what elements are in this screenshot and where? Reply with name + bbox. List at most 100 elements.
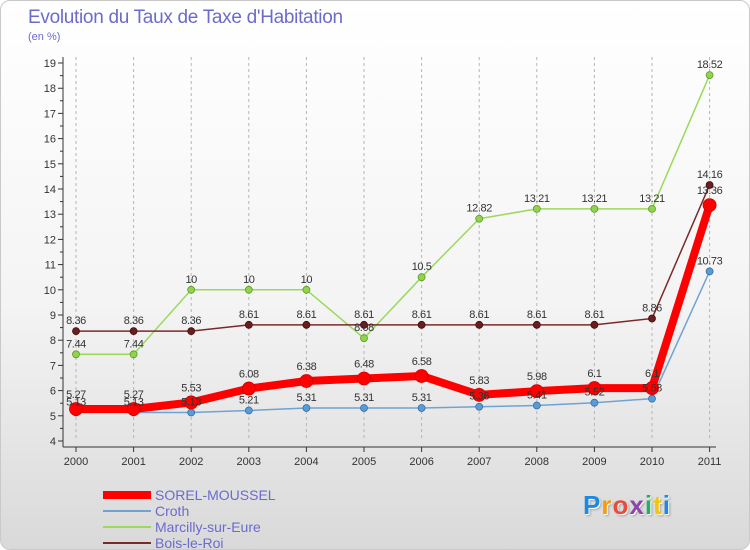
point-marcilly-sur-eure-2008 <box>532 205 541 213</box>
data-label-croth-2002: 5.13 <box>181 397 201 409</box>
point-bois-le-roi-2004 <box>302 320 311 329</box>
data-label-croth-2000: 5.13 <box>66 397 86 409</box>
x-tick-label-2010: 2010 <box>640 456 664 468</box>
proxiti-logo: Proxiti <box>583 490 671 521</box>
data-label-bois-le-roi-2008: 8.61 <box>527 309 547 321</box>
chart-unit: (en %) <box>28 31 61 43</box>
logo-letter: P <box>583 490 602 520</box>
data-label-sorel-moussel-2008: 5.98 <box>527 371 547 383</box>
x-tick-label-2009: 2009 <box>582 456 606 468</box>
data-label-sorel-moussel-2006: 6.58 <box>412 356 432 368</box>
data-label-sorel-moussel-2004: 6.38 <box>296 361 316 373</box>
y-tick-label-8: 8 <box>50 335 56 347</box>
point-croth-2010 <box>648 394 656 403</box>
data-label-sorel-moussel-2009: 6.1 <box>587 368 601 380</box>
point-sorel-moussel-2002 <box>184 395 199 410</box>
point-sorel-moussel-2004 <box>299 374 314 388</box>
x-tick-label-2002: 2002 <box>179 456 203 468</box>
data-label-marcilly-sur-eure-2004: 10 <box>301 274 313 286</box>
legend-swatch-croth <box>103 510 151 512</box>
legend-swatch-marcilly-sur-eure <box>103 526 151 528</box>
data-label-bois-le-roi-2001: 8.36 <box>124 315 144 327</box>
data-label-bois-le-roi-2003: 8.61 <box>239 309 259 321</box>
data-label-sorel-moussel-2011: 13.36 <box>697 185 723 197</box>
point-marcilly-sur-eure-2006 <box>417 273 426 282</box>
chart-title: Evolution du Taux de Taxe d'Habitation <box>28 7 343 28</box>
legend-label-marcilly-sur-eure: Marcilly-sur-Eure <box>155 519 261 535</box>
data-label-marcilly-sur-eure-2006: 10.5 <box>412 261 432 273</box>
y-tick-label-18: 18 <box>44 83 56 95</box>
data-label-sorel-moussel-2010: 6.1 <box>645 368 659 380</box>
data-label-croth-2005: 5.31 <box>354 392 374 404</box>
point-croth-2003 <box>244 406 253 415</box>
data-label-croth-2003: 5.21 <box>239 395 259 407</box>
point-marcilly-sur-eure-2009 <box>590 205 599 213</box>
data-label-bois-le-roi-2002: 8.36 <box>181 315 201 327</box>
data-label-marcilly-sur-eure-2010: 13.21 <box>639 193 665 205</box>
point-marcilly-sur-eure-2000 <box>72 350 80 359</box>
series-line-sorel-moussel <box>76 203 714 413</box>
x-tick-label-2003: 2003 <box>237 456 261 468</box>
point-bois-le-roi-2007 <box>475 320 484 329</box>
y-tick-label-16: 16 <box>44 134 56 146</box>
logo-letter: t <box>653 490 663 520</box>
data-label-marcilly-sur-eure-2009: 13.21 <box>582 193 608 205</box>
y-tick-label-5: 5 <box>50 411 56 423</box>
data-label-croth-2008: 5.41 <box>527 389 547 401</box>
point-bois-le-roi-2009 <box>590 320 599 329</box>
data-label-sorel-moussel-2002: 5.53 <box>181 382 201 394</box>
point-croth-2008 <box>532 401 541 410</box>
x-tick-label-2007: 2007 <box>467 456 491 468</box>
data-label-bois-le-roi-2000: 8.36 <box>66 315 86 327</box>
logo-letter: r <box>601 490 613 520</box>
point-bois-le-roi-2002 <box>187 327 196 336</box>
point-marcilly-sur-eure-2011 <box>705 71 714 79</box>
logo-letter: o <box>612 490 630 520</box>
x-tick-label-2008: 2008 <box>525 456 549 468</box>
series-line-bois-le-roi <box>76 184 711 332</box>
data-label-bois-le-roi-2009: 8.61 <box>584 309 604 321</box>
point-marcilly-sur-eure-2002 <box>187 285 196 294</box>
data-label-bois-le-roi-2010: 8.86 <box>642 303 662 315</box>
y-tick-label-17: 17 <box>44 108 56 120</box>
point-bois-le-roi-2010 <box>648 314 656 323</box>
y-tick-label-4: 4 <box>50 436 56 448</box>
logo-letter: x <box>629 490 645 520</box>
data-label-bois-le-roi-2006: 8.61 <box>412 309 432 321</box>
point-marcilly-sur-eure-2003 <box>244 285 253 294</box>
data-label-croth-2004: 5.31 <box>296 392 316 404</box>
point-bois-le-roi-2011 <box>705 181 714 189</box>
logo-letter: i <box>662 490 671 520</box>
x-tick-label-2006: 2006 <box>409 456 433 468</box>
point-bois-le-roi-2001 <box>129 327 138 336</box>
y-tick-label-13: 13 <box>44 209 56 221</box>
x-tick-label-2001: 2001 <box>121 456 145 468</box>
point-marcilly-sur-eure-2004 <box>302 285 311 294</box>
data-label-marcilly-sur-eure-2002: 10 <box>185 274 197 286</box>
data-label-marcilly-sur-eure-2008: 13.21 <box>524 193 550 205</box>
data-label-croth-2001: 5.13 <box>124 397 144 409</box>
data-label-sorel-moussel-2001: 5.27 <box>124 389 144 401</box>
data-label-croth-2009: 5.52 <box>584 387 604 399</box>
data-label-sorel-moussel-2007: 5.83 <box>469 375 489 387</box>
point-croth-2009 <box>590 398 599 407</box>
point-croth-2002 <box>187 408 196 417</box>
data-label-marcilly-sur-eure-2000: 7.44 <box>66 338 86 350</box>
data-label-marcilly-sur-eure-2003: 10 <box>243 274 255 286</box>
point-croth-2011 <box>705 267 714 276</box>
point-sorel-moussel-2010 <box>645 381 659 395</box>
legend-swatch-sorel-moussel <box>103 491 151 499</box>
data-label-marcilly-sur-eure-2005: 8.08 <box>354 322 374 334</box>
point-croth-2005 <box>360 404 368 412</box>
x-tick-label-2005: 2005 <box>352 456 376 468</box>
legend-label-sorel-moussel: SOREL-MOUSSEL <box>155 487 276 503</box>
point-marcilly-sur-eure-2010 <box>648 205 656 213</box>
point-marcilly-sur-eure-2005 <box>360 334 368 343</box>
data-label-croth-2006: 5.31 <box>412 392 432 404</box>
data-label-sorel-moussel-2005: 6.48 <box>354 359 374 371</box>
x-tick-label-2004: 2004 <box>294 456 318 468</box>
data-label-marcilly-sur-eure-2007: 12.82 <box>466 203 492 215</box>
point-sorel-moussel-2001 <box>126 402 141 416</box>
